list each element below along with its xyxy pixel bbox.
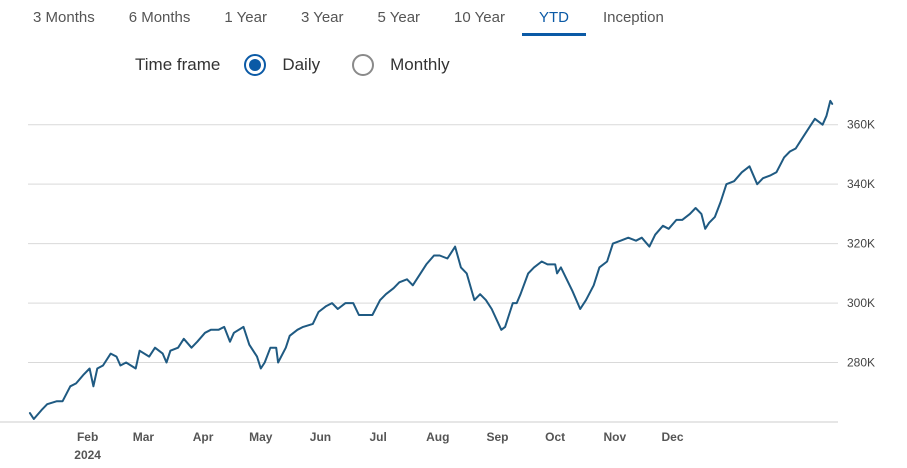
y-tick-label: 300K xyxy=(847,296,875,310)
timeframe-selector: Time frame Daily Monthly xyxy=(135,50,482,80)
daily-radio-circle[interactable] xyxy=(244,54,267,76)
monthly-radio-circle[interactable] xyxy=(352,54,375,76)
tab-5-year[interactable]: 5 Year xyxy=(377,9,421,26)
tab-inception[interactable]: Inception xyxy=(602,9,664,26)
y-tick-label: 340K xyxy=(847,177,875,191)
period-tabs: 3 Months 6 Months 1 Year 3 Year 5 Year 10 Yea… xyxy=(16,0,681,36)
y-tick-label: 320K xyxy=(847,237,875,251)
x-year-label: 2024 xyxy=(74,448,101,462)
x-tick-label: Sep xyxy=(486,430,508,444)
x-tick-label: Jul xyxy=(369,430,386,444)
x-tick-label: Feb xyxy=(77,430,98,444)
tab-10-year[interactable]: 10 Year xyxy=(454,9,505,26)
y-tick-label: 280K xyxy=(847,356,875,370)
x-tick-label: Aug xyxy=(426,430,449,444)
timeframe-label: Time frame xyxy=(135,55,221,74)
tab-1-year[interactable]: 1 Year xyxy=(224,9,267,26)
x-tick-label: May xyxy=(249,430,273,444)
x-tick-label: Oct xyxy=(545,430,565,444)
daily-radio[interactable]: Daily xyxy=(244,54,320,76)
x-tick-label: Dec xyxy=(662,430,684,444)
series-line xyxy=(28,99,834,420)
daily-radio-label: Daily xyxy=(282,55,321,74)
monthly-radio-label: Monthly xyxy=(390,55,450,74)
y-tick-label: 360K xyxy=(847,118,875,132)
x-tick-label: Nov xyxy=(603,430,626,444)
tab-3-months[interactable]: 3 Months xyxy=(33,9,95,26)
x-tick-label: Mar xyxy=(133,430,155,444)
tab-6-months[interactable]: 6 Months xyxy=(128,9,191,26)
x-tick-label: Apr xyxy=(193,430,214,444)
tab-3-year[interactable]: 3 Year xyxy=(300,9,344,26)
x-tick-label: Jun xyxy=(310,430,331,444)
tab-ytd[interactable]: YTD xyxy=(521,0,586,36)
monthly-radio[interactable]: Monthly xyxy=(352,54,450,76)
